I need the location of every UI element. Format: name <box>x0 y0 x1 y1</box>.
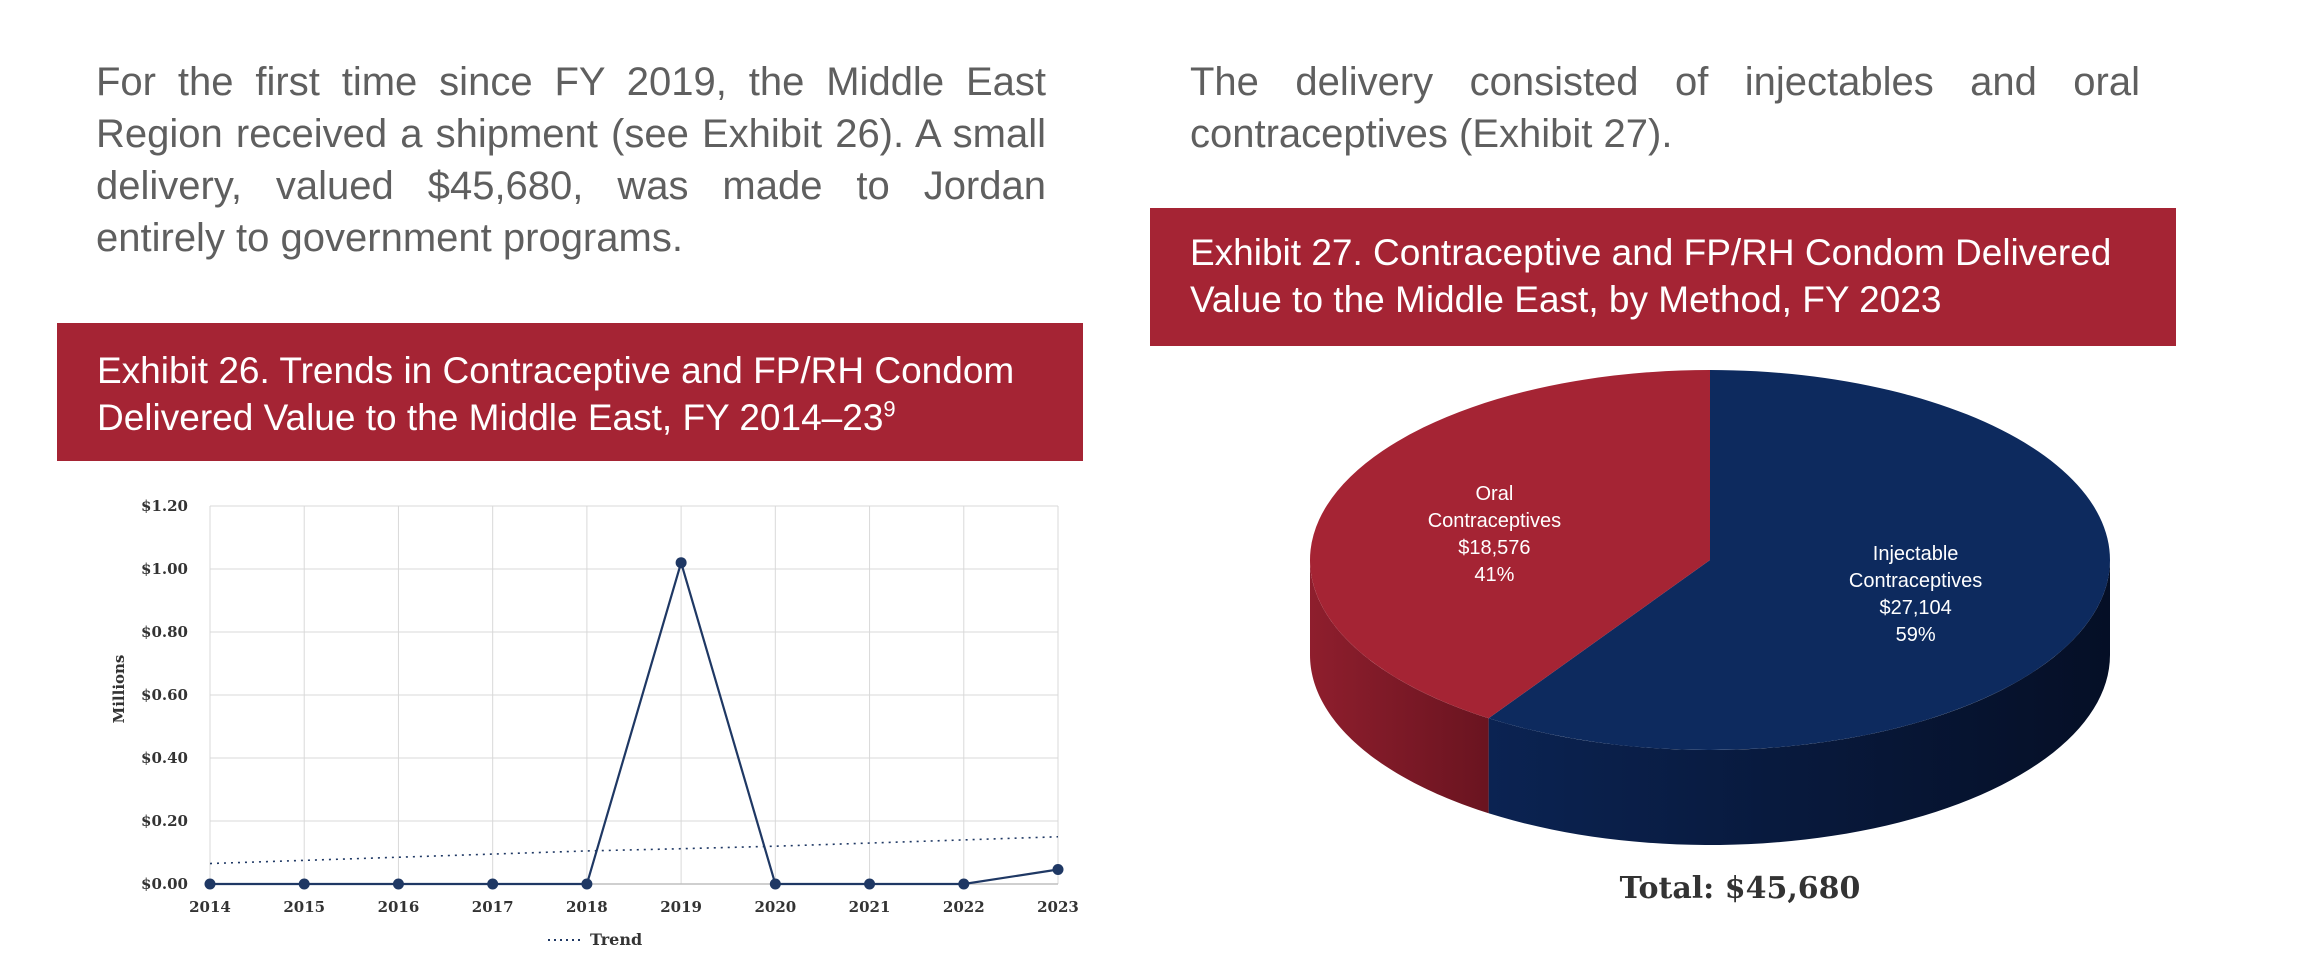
pie-label-line: Oral <box>1475 483 1513 505</box>
y-tick-label: $1.00 <box>141 560 188 578</box>
chart-grid <box>209 505 1059 885</box>
pie-slice-label: Injectable Contraceptives $27,104 59% <box>1849 543 1982 646</box>
intro-paragraph-left: For the first time since FY 2019, the Mi… <box>96 60 1046 260</box>
pie-label-line: $18,576 <box>1458 537 1530 559</box>
y-axis-ticks: $0.00 $0.20 $0.40 $0.60 $0.80 $1.00 $1.20 <box>141 497 188 893</box>
pie-label-line: $27,104 <box>1879 597 1951 619</box>
y-tick-label: $0.20 <box>141 812 188 830</box>
data-point <box>487 878 499 890</box>
x-tick-label: 2022 <box>943 898 985 916</box>
x-axis-ticks: 2014 2015 2016 2017 2018 2019 2020 2021 2022 2023 <box>189 898 1079 916</box>
x-tick-label: 2019 <box>660 898 702 916</box>
data-point <box>864 878 876 890</box>
pie-tops <box>1309 370 2110 750</box>
data-point <box>958 878 970 890</box>
y-axis-label: Millions <box>110 655 128 724</box>
pie-slice-side <box>1310 560 1489 814</box>
data-point <box>769 878 781 890</box>
pie-slice-side <box>1488 560 2110 845</box>
data-point <box>675 557 687 569</box>
data-point <box>1052 864 1064 876</box>
y-tick-label: $1.20 <box>141 497 188 515</box>
exhibit-27-title: Exhibit 27. Contraceptive and FP/RH Cond… <box>1190 232 2112 320</box>
x-tick-label: 2015 <box>283 898 325 916</box>
legend-trend-label: Trend <box>590 930 642 949</box>
data-point <box>581 878 593 890</box>
x-tick-label: 2023 <box>1037 898 1079 916</box>
intro-paragraph-right: The delivery consisted of injectables an… <box>1190 60 2140 156</box>
pie-slice <box>1309 370 1710 719</box>
pie-slice <box>1488 370 2110 750</box>
pie-total-label: Total: $45,680 <box>1620 871 1861 906</box>
data-point <box>298 878 310 890</box>
pie-label-line: Contraceptives <box>1428 510 1561 532</box>
series-group <box>204 557 1064 890</box>
line-chart: $0.00 $0.20 $0.40 $0.60 $0.80 $1.00 $1.20 2014… <box>110 497 1079 949</box>
pie-slice-label: Oral Contraceptives $18,576 41% <box>1428 483 1561 586</box>
x-tick-label: 2014 <box>189 898 231 916</box>
exhibit-26-title-banner: Exhibit 26. Trends in Contraceptive and … <box>57 323 1083 461</box>
y-tick-label: $0.00 <box>141 875 188 893</box>
x-tick-label: 2018 <box>566 898 608 916</box>
pie-chart: Injectable Contraceptives $27,104 59% Oral Co… <box>1309 370 2110 906</box>
pie-sides <box>1310 560 2110 845</box>
x-tick-label: 2016 <box>378 898 420 916</box>
pie-label-line: Contraceptives <box>1849 570 1982 592</box>
legend: Trend <box>548 930 642 949</box>
y-tick-label: $0.80 <box>141 623 188 641</box>
x-tick-label: 2020 <box>754 898 796 916</box>
x-tick-label: 2021 <box>849 898 891 916</box>
data-point <box>204 878 216 890</box>
pie-label-line: Injectable <box>1873 543 1959 565</box>
exhibit-27-title-banner: Exhibit 27. Contraceptive and FP/RH Cond… <box>1150 208 2176 346</box>
y-tick-label: $0.40 <box>141 749 188 767</box>
pie-labels: Injectable Contraceptives $27,104 59% Oral Co… <box>1428 483 1983 646</box>
footnote-marker: 9 <box>883 396 896 422</box>
pie-label-line: 59% <box>1896 624 1936 646</box>
data-point <box>392 878 404 890</box>
delivered-value-line <box>210 558 1059 886</box>
y-tick-label: $0.60 <box>141 686 188 704</box>
x-tick-label: 2017 <box>472 898 514 916</box>
trend-line <box>209 835 1059 865</box>
pie-label-line: 41% <box>1474 564 1514 586</box>
exhibit-26-title: Exhibit 26. Trends in Contraceptive and … <box>97 350 1015 438</box>
